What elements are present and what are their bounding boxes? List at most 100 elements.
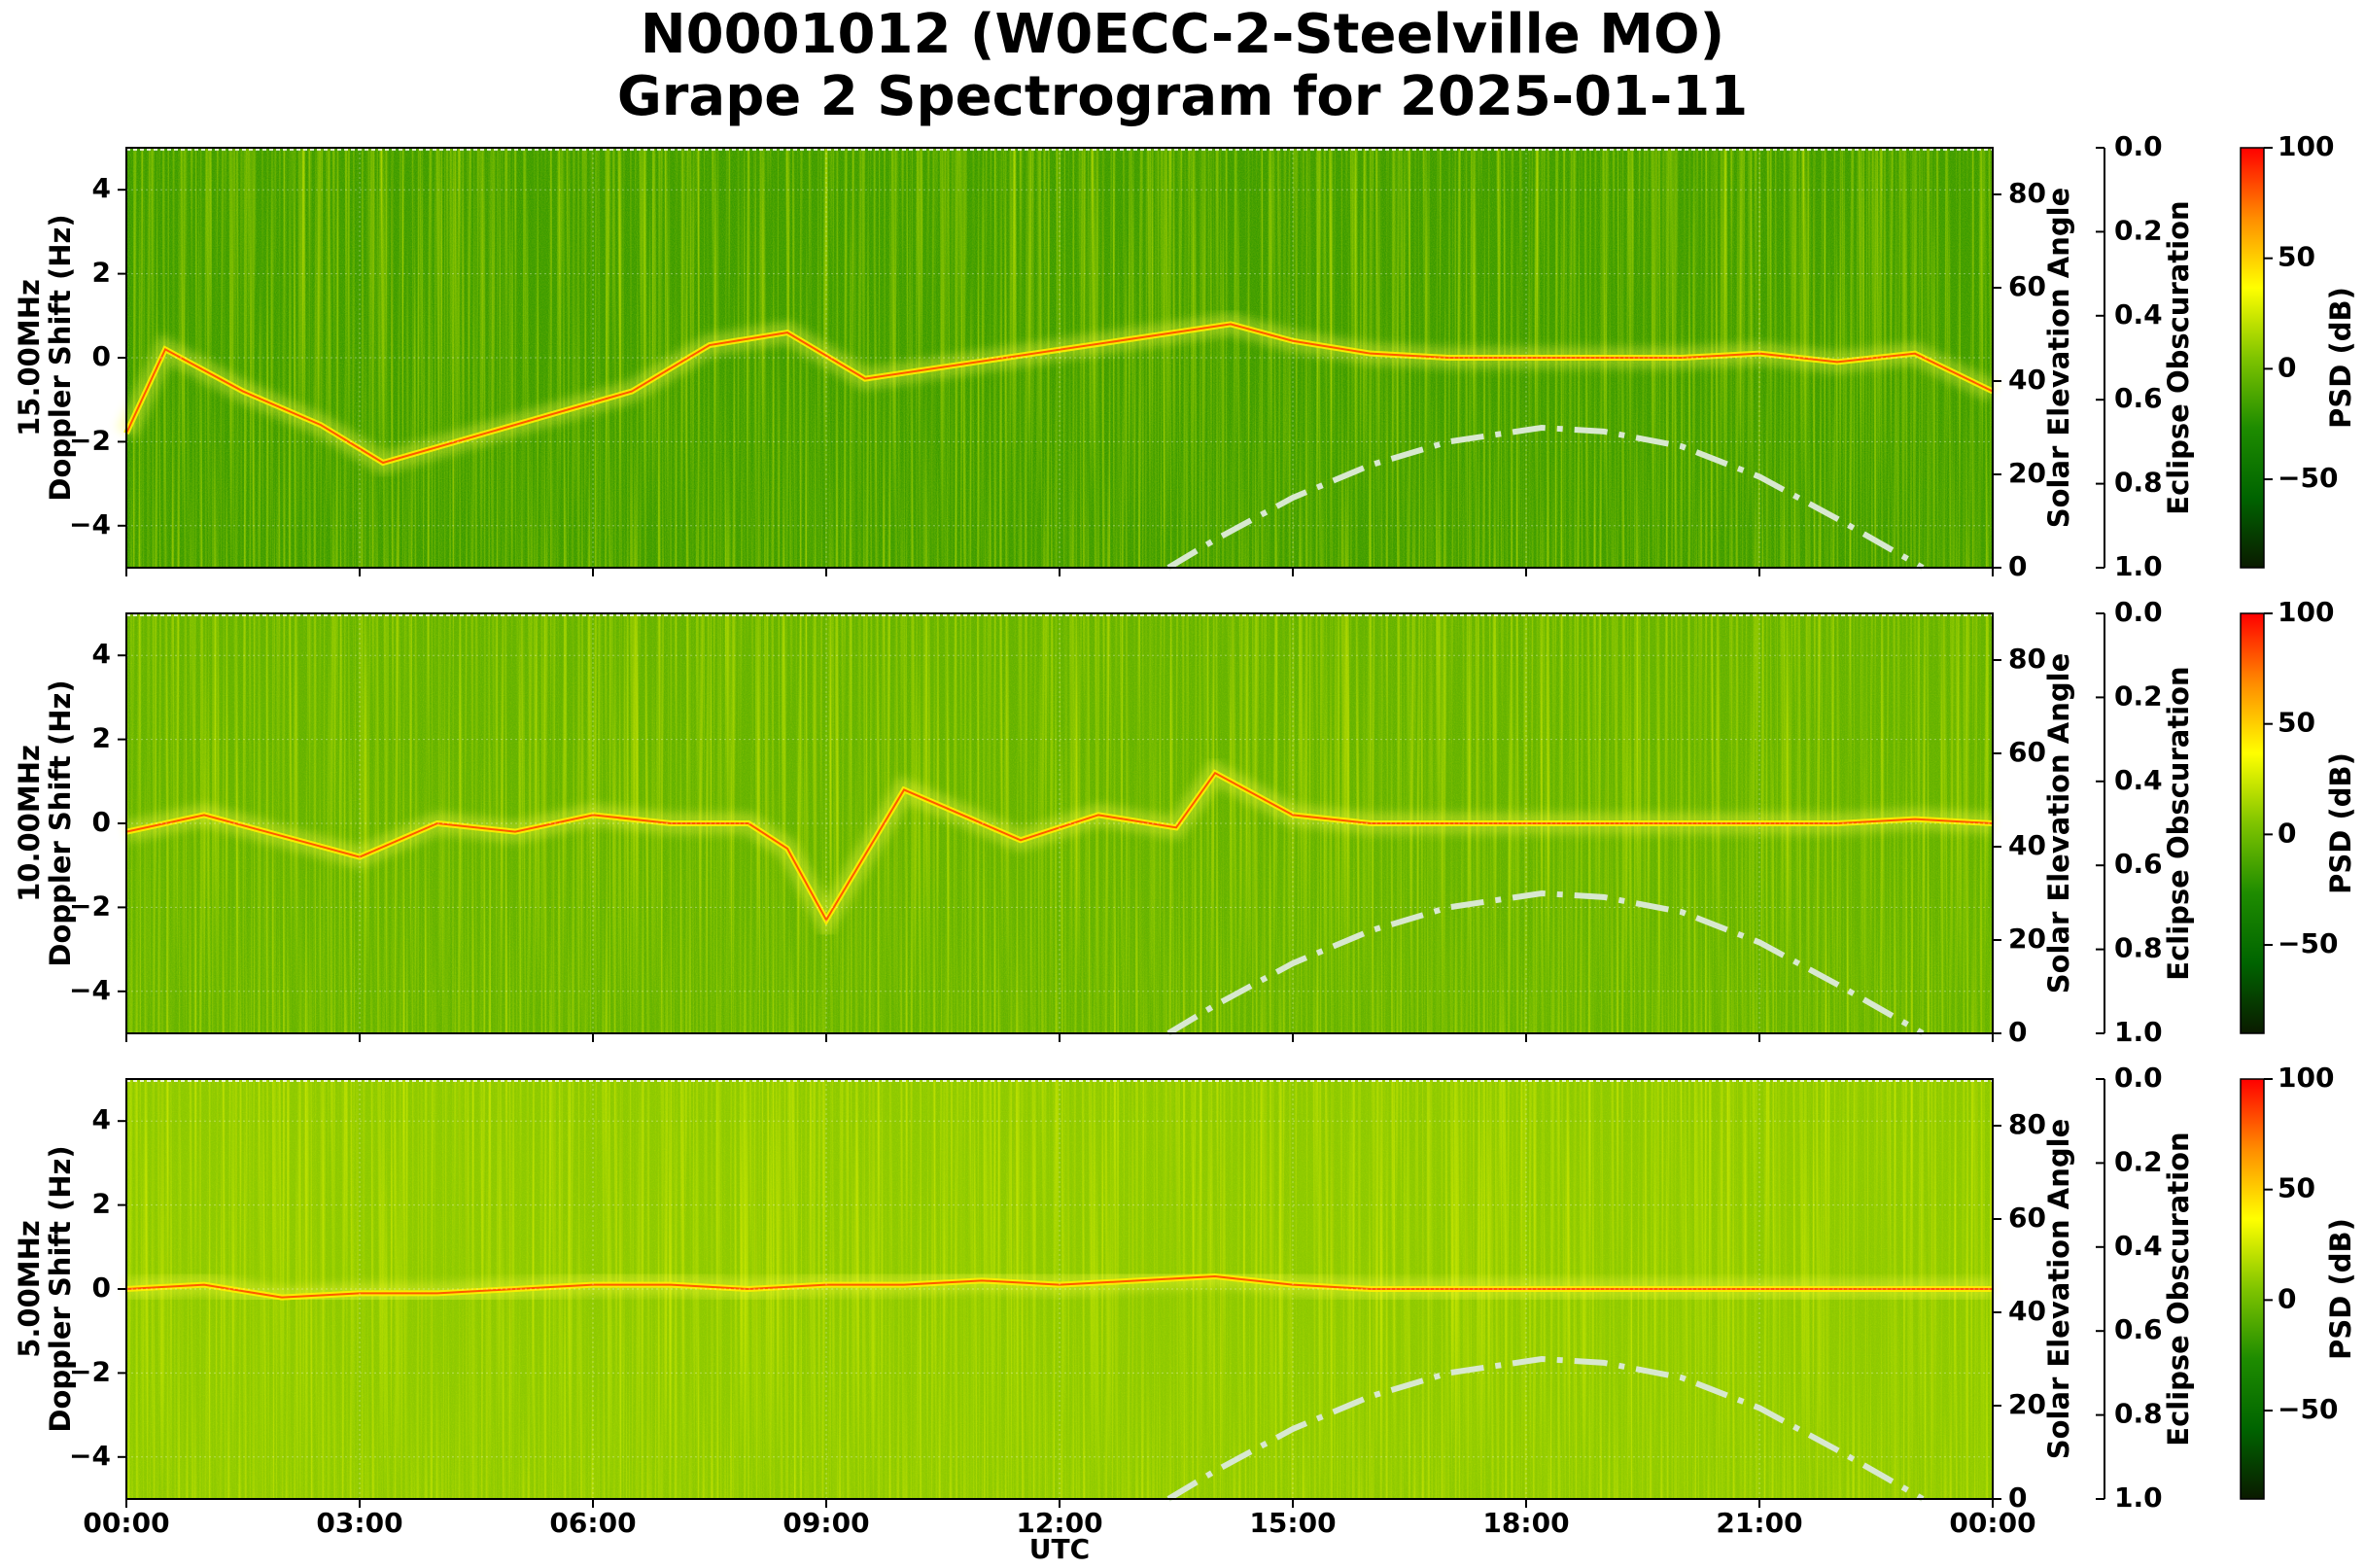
colorbar-tick-label: 50 xyxy=(2278,241,2315,273)
solar-tick-label: 60 xyxy=(2008,270,2046,302)
solar-tick-label: 60 xyxy=(2008,1202,2046,1234)
colorbar-tick-label: 0 xyxy=(2278,817,2296,849)
solar-elevation-curve xyxy=(1166,424,1925,571)
colorbar-tick-label: −50 xyxy=(2278,462,2338,494)
y-tick-label: 2 xyxy=(92,722,111,754)
x-tick-label: 12:00 xyxy=(1016,1507,1102,1539)
solar-axis-label: Solar Elevation Angle xyxy=(2042,1119,2075,1460)
y-axis-label: Doppler Shift (Hz) xyxy=(44,214,77,501)
solar-axis-label: Solar Elevation Angle xyxy=(2042,653,2075,994)
x-tick-label: 03:00 xyxy=(316,1507,402,1539)
eclipse-tick-label: 0.0 xyxy=(2114,596,2163,628)
colorbar-tick-label: 100 xyxy=(2278,1062,2334,1094)
solar-tick-label: 20 xyxy=(2008,923,2046,955)
y-tick-label: 2 xyxy=(92,1188,111,1220)
colorbar-label: PSD (dB) xyxy=(2324,287,2357,429)
frequency-label: 10.00MHz xyxy=(13,745,46,902)
solar-tick-label: 80 xyxy=(2008,1108,2046,1140)
y-tick-label: 4 xyxy=(92,172,111,204)
eclipse-tick-label: 0.6 xyxy=(2114,1313,2163,1345)
solar-tick-label: 40 xyxy=(2008,829,2046,861)
y-tick-label: 4 xyxy=(92,638,111,670)
x-tick-label: 18:00 xyxy=(1482,1507,1569,1539)
solar-tick-label: 0 xyxy=(2008,1016,2027,1048)
eclipse-tick-label: 1.0 xyxy=(2114,1016,2163,1048)
solar-tick-label: 60 xyxy=(2008,736,2046,768)
trace-red xyxy=(125,771,1994,923)
x-axis-label: UTC xyxy=(1029,1533,1090,1565)
solar-tick-label: 80 xyxy=(2008,177,2046,209)
y-tick-label: −4 xyxy=(69,974,111,1006)
x-tick-label: 21:00 xyxy=(1716,1507,1802,1539)
eclipse-tick-label: 0.8 xyxy=(2114,1398,2163,1430)
y-tick-label: 0 xyxy=(92,806,111,838)
chart-title: N0001012 (W0ECC-2-Steelville MO) Grape 2… xyxy=(0,0,2365,128)
y-tick-label: 0 xyxy=(92,340,111,372)
solar-tick-label: 40 xyxy=(2008,364,2046,396)
eclipse-tick-label: 0.0 xyxy=(2114,1062,2163,1094)
x-tick-label: 00:00 xyxy=(83,1507,169,1539)
eclipse-tick-label: 0.4 xyxy=(2114,764,2163,796)
eclipse-axis-label: Eclipse Obscuration xyxy=(2162,200,2195,514)
colorbar-tick-label: 100 xyxy=(2278,130,2334,162)
trace-red xyxy=(125,323,1994,465)
x-tick-label: 06:00 xyxy=(549,1507,636,1539)
title-line-2: Grape 2 Spectrogram for 2025-01-11 xyxy=(616,65,1749,128)
y-tick-label: −2 xyxy=(69,1355,111,1387)
eclipse-tick-label: 0.2 xyxy=(2114,1145,2163,1177)
y-tick-label: 0 xyxy=(92,1272,111,1304)
x-tick-label: 15:00 xyxy=(1249,1507,1336,1539)
y-axis-label: Doppler Shift (Hz) xyxy=(44,679,77,966)
x-tick-label: 00:00 xyxy=(1949,1507,2035,1539)
colorbar-tick-label: 50 xyxy=(2278,707,2315,739)
colorbar xyxy=(2240,147,2265,569)
y-tick-label: −4 xyxy=(69,1440,111,1472)
solar-tick-label: 20 xyxy=(2008,1388,2046,1420)
solar-tick-label: 80 xyxy=(2008,643,2046,675)
eclipse-tick-label: 0.4 xyxy=(2114,298,2163,331)
solar-tick-label: 0 xyxy=(2008,1481,2027,1514)
y-tick-label: 2 xyxy=(92,257,111,289)
solar-elevation-curve xyxy=(1166,889,1925,1036)
solar-tick-label: 40 xyxy=(2008,1295,2046,1327)
eclipse-tick-label: 1.0 xyxy=(2114,550,2163,582)
solar-tick-label: 0 xyxy=(2008,550,2027,582)
colorbar-tick-label: 100 xyxy=(2278,596,2334,628)
colorbar xyxy=(2240,1078,2265,1500)
eclipse-tick-label: 0.0 xyxy=(2114,130,2163,162)
eclipse-tick-label: 0.2 xyxy=(2114,679,2163,712)
colorbar xyxy=(2240,612,2265,1034)
colorbar-tick-label: 0 xyxy=(2278,1282,2296,1314)
title-line-1: N0001012 (W0ECC-2-Steelville MO) xyxy=(640,3,1725,66)
eclipse-tick-label: 0.8 xyxy=(2114,467,2163,499)
eclipse-axis-label: Eclipse Obscuration xyxy=(2162,666,2195,980)
colorbar-label: PSD (dB) xyxy=(2324,752,2357,894)
colorbar-label: PSD (dB) xyxy=(2324,1218,2357,1360)
y-tick-label: −2 xyxy=(69,424,111,456)
frequency-label: 15.00MHz xyxy=(13,279,46,436)
eclipse-axis-label: Eclipse Obscuration xyxy=(2162,1132,2195,1446)
colorbar-tick-label: −50 xyxy=(2278,1393,2338,1425)
eclipse-tick-label: 1.0 xyxy=(2114,1481,2163,1514)
colorbar-tick-label: −50 xyxy=(2278,927,2338,959)
trace-red xyxy=(125,1275,1993,1299)
colorbar-tick-label: 0 xyxy=(2278,351,2296,383)
frequency-label: 5.00MHz xyxy=(13,1220,46,1358)
colorbar-tick-label: 50 xyxy=(2278,1172,2315,1204)
y-axis-label: Doppler Shift (Hz) xyxy=(44,1145,77,1432)
y-tick-label: −2 xyxy=(69,889,111,922)
eclipse-tick-label: 0.8 xyxy=(2114,932,2163,964)
eclipse-tick-label: 0.6 xyxy=(2114,848,2163,880)
solar-elevation-curve xyxy=(1166,1355,1925,1502)
eclipse-tick-label: 0.4 xyxy=(2114,1230,2163,1262)
y-tick-label: −4 xyxy=(69,508,111,540)
eclipse-tick-label: 0.2 xyxy=(2114,214,2163,246)
eclipse-tick-label: 0.6 xyxy=(2114,382,2163,414)
solar-axis-label: Solar Elevation Angle xyxy=(2042,188,2075,529)
solar-tick-label: 20 xyxy=(2008,457,2046,489)
x-tick-label: 09:00 xyxy=(783,1507,869,1539)
